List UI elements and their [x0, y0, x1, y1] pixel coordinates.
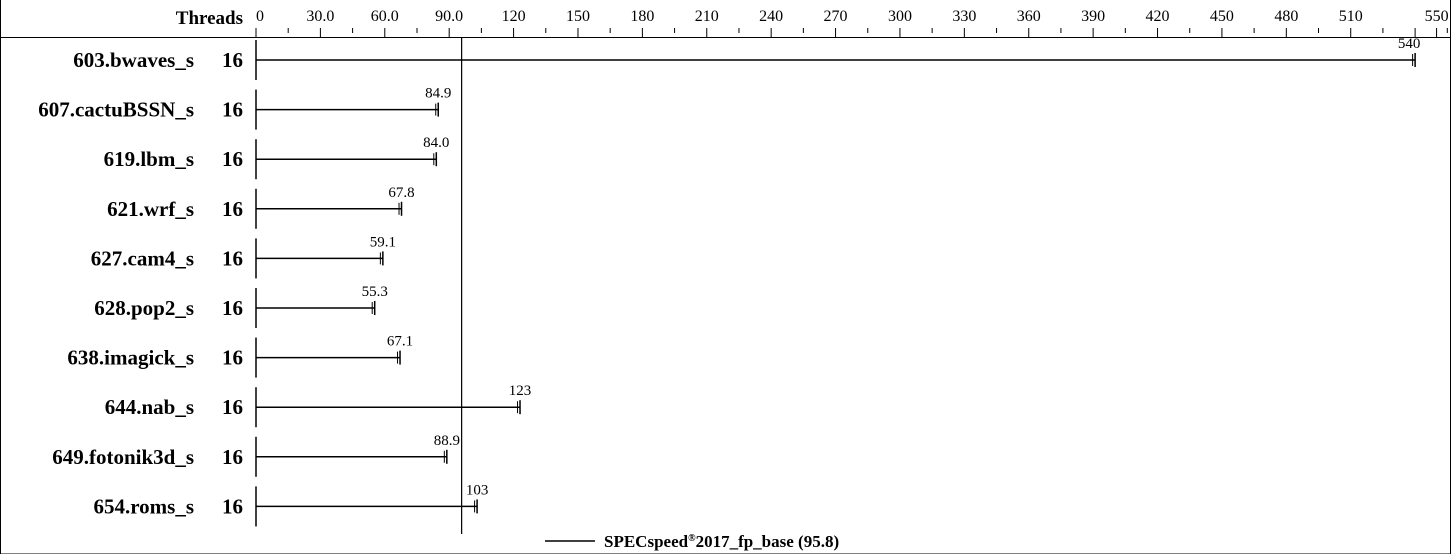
threads-value: 16 [222, 494, 243, 518]
bar-value-label: 88.9 [434, 433, 460, 449]
threads-value: 16 [222, 445, 243, 469]
legend: SPECspeed®2017_fp_base (95.8) [545, 532, 839, 551]
bar-value-label: 103 [466, 482, 489, 498]
benchmark-label: 607.cactuBSSN_s [38, 98, 194, 122]
benchmark-label: 649.fotonik3d_s [52, 445, 194, 469]
benchmark-row: 621.wrf_s 16 67.8 [107, 185, 415, 229]
threads-value: 16 [222, 48, 243, 72]
x-tick-label: 390 [1081, 8, 1105, 25]
x-tick-label: 270 [824, 8, 848, 25]
x-tick-label: 30.0 [306, 8, 334, 25]
bar-value-label: 55.3 [362, 284, 388, 300]
x-tick-label: 420 [1146, 8, 1170, 25]
benchmark-rows: 603.bwaves_s 16 540 607.cactuBSSN_s 16 84.9 61… [38, 36, 1420, 527]
x-tick-label: 150 [566, 8, 590, 25]
benchmark-label: 619.lbm_s [104, 147, 194, 171]
benchmark-row: 649.fotonik3d_s 16 88.9 [52, 433, 460, 477]
benchmark-row: 638.imagick_s 16 67.1 [67, 334, 413, 378]
threads-value: 16 [222, 197, 243, 221]
benchmark-row: 627.cam4_s 16 59.1 [91, 234, 396, 279]
bar-value-label: 123 [509, 383, 532, 399]
threads-header: Threads [176, 8, 243, 29]
bar-value-label: 84.9 [425, 86, 451, 102]
bar-value-label: 67.1 [387, 334, 413, 350]
benchmark-row: 607.cactuBSSN_s 16 84.9 [38, 86, 451, 130]
bar-value-label: 540 [1398, 36, 1421, 52]
x-tick-label: 450 [1210, 8, 1234, 25]
threads-value: 16 [222, 395, 243, 419]
legend-label: SPECspeed®2017_fp_base (95.8) [604, 532, 839, 551]
benchmark-label: 654.roms_s [93, 494, 194, 518]
x-tick-label: 480 [1274, 8, 1298, 25]
benchmark-row: 628.pop2_s 16 55.3 [94, 284, 388, 328]
x-tick-label: 300 [888, 8, 912, 25]
x-tick-label: 120 [502, 8, 526, 25]
threads-value: 16 [222, 246, 243, 270]
x-axis-ticks: 0 30.0 60.0 90.0 120 150 180 210 240 270 300 330 360… [255, 8, 1449, 37]
legend-label-prefix: SPECspeed [604, 532, 689, 551]
threads-value: 16 [222, 296, 243, 320]
x-tick-label: 90.0 [435, 8, 463, 25]
x-tick-label: 180 [630, 8, 654, 25]
benchmark-row: 654.roms_s 16 103 [93, 482, 489, 527]
x-tick-label: 330 [952, 8, 976, 25]
legend-registered-mark: ® [688, 533, 696, 544]
threads-value: 16 [222, 147, 243, 171]
bar-value-label: 67.8 [388, 185, 414, 201]
x-tick-label: 60.0 [371, 8, 399, 25]
benchmark-row: 644.nab_s 16 123 [105, 383, 532, 428]
threads-value: 16 [222, 98, 243, 122]
x-tick-label: 550 [1425, 8, 1449, 25]
benchmark-label: 627.cam4_s [91, 246, 194, 270]
x-tick-label: 240 [759, 8, 783, 25]
benchmark-row: 619.lbm_s 16 84.0 [104, 135, 449, 180]
bar-value-label: 59.1 [370, 234, 396, 250]
x-tick-label: 360 [1017, 8, 1041, 25]
benchmark-row: 603.bwaves_s 16 540 [73, 36, 1420, 80]
x-tick-label: 510 [1339, 8, 1363, 25]
threads-value: 16 [222, 346, 243, 370]
benchmark-label: 628.pop2_s [94, 296, 194, 320]
benchmark-label: 603.bwaves_s [73, 48, 194, 72]
benchmark-label: 621.wrf_s [107, 197, 194, 221]
legend-label-suffix: 2017_fp_base (95.8) [696, 532, 840, 551]
bar-value-label: 84.0 [423, 135, 449, 151]
x-tick-label: 210 [695, 8, 719, 25]
benchmark-label: 638.imagick_s [67, 346, 194, 370]
benchmark-label: 644.nab_s [105, 395, 194, 419]
x-tick-label: 0 [256, 8, 264, 25]
